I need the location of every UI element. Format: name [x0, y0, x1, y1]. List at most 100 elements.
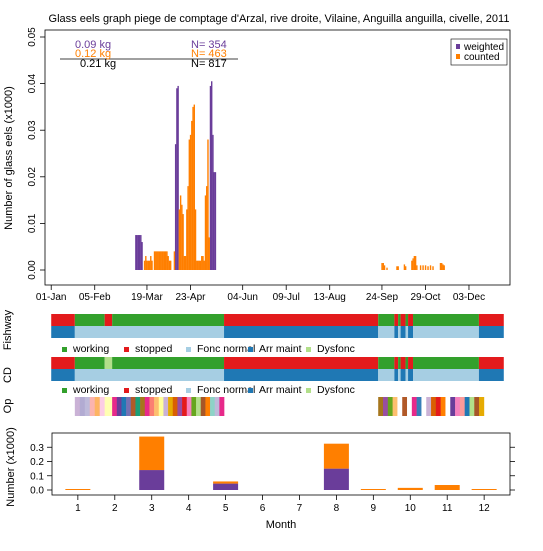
- monthly-bar-weighted: [139, 470, 165, 490]
- monthly-x-tick-label: 1: [75, 503, 81, 514]
- bar-counted: [148, 260, 151, 270]
- op-block: [210, 397, 216, 416]
- segment-stopped: [478, 357, 504, 369]
- bar-counted: [153, 251, 156, 270]
- bar-counted: [160, 251, 162, 270]
- monthly-y-tick-label: 0.2: [30, 457, 44, 468]
- bar-counted: [182, 214, 184, 270]
- bar-counted: [208, 237, 210, 270]
- op-block: [89, 397, 96, 416]
- bar-counted: [382, 263, 384, 270]
- bar-counted: [439, 263, 442, 270]
- legend-counted-label: counted: [464, 52, 500, 63]
- monthly-bar-weighted: [323, 468, 349, 490]
- op-block: [383, 397, 389, 416]
- main-y-tick-label: 0.03: [27, 120, 38, 140]
- monthly-x-tick-label: 4: [186, 503, 192, 514]
- status-legend-swatch-dysfonc: [306, 347, 311, 352]
- op-block: [205, 397, 211, 416]
- monthly-x-tick-label: 8: [334, 503, 340, 514]
- segment-fonc_normal: [378, 326, 395, 338]
- bar-counted: [187, 186, 189, 270]
- monthly-bar-counted: [213, 481, 239, 484]
- op-block: [112, 397, 118, 416]
- segment-working: [74, 357, 105, 369]
- bar-counted: [441, 263, 443, 270]
- bar-counted: [413, 256, 416, 270]
- main-x-tick-label: 03-Dec: [453, 292, 485, 303]
- bar-counted: [427, 266, 429, 270]
- op-timeline: [74, 397, 485, 416]
- segment-stopped: [394, 357, 399, 369]
- op-block: [397, 397, 403, 416]
- main-legend: [450, 38, 508, 66]
- bar-counted: [158, 251, 161, 270]
- main-x-tick-label: 09-Jul: [273, 292, 300, 303]
- op-block: [79, 397, 86, 416]
- segment-stopped: [394, 314, 399, 326]
- segment-working: [413, 357, 479, 369]
- monthly-bar-counted: [65, 489, 91, 490]
- fishway-status-legend: working stopped Fonc normal Arr maint Dysfon…: [62, 343, 355, 355]
- bar-counted: [404, 266, 407, 270]
- legend-counted-swatch: [456, 54, 460, 59]
- segment-stopped: [400, 357, 406, 369]
- op-block: [191, 397, 197, 416]
- op-block: [459, 397, 465, 416]
- main-x-tick-label: 13-Aug: [314, 292, 346, 303]
- monthly-x-tick-label: 3: [149, 503, 155, 514]
- segment-fonc_normal: [74, 326, 225, 338]
- op-block: [168, 397, 174, 416]
- main-y-tick-label: 0.00: [27, 260, 38, 280]
- main-y-tick-label: 0.05: [27, 27, 38, 47]
- segment-arr_maint: [51, 369, 75, 381]
- status-legend-swatch-stopped: [124, 347, 129, 352]
- status-legend-swatch-dysfonc: [306, 388, 311, 393]
- op-block: [474, 397, 480, 416]
- bar-counted: [155, 251, 157, 270]
- status-legend-swatch-arr_maint: [248, 388, 253, 393]
- cd-row-label: CD: [2, 367, 14, 383]
- op-block: [154, 397, 160, 416]
- segment-stopped: [51, 357, 75, 369]
- segment-arr_maint: [400, 326, 406, 338]
- segment-arr_maint: [224, 326, 379, 338]
- bar-counted: [181, 204, 183, 270]
- cd-timeline: [51, 357, 504, 381]
- bar-counted: [165, 251, 167, 270]
- op-block: [426, 397, 432, 416]
- monthly-bar-counted: [397, 487, 423, 490]
- op-block: [196, 397, 202, 416]
- bar-counted: [198, 260, 200, 270]
- y-axis-label: Number of glass eels (x1000): [3, 86, 15, 230]
- fishway-row-label: Fishway: [2, 309, 14, 350]
- bar-counted: [207, 139, 209, 270]
- op-block: [450, 397, 456, 416]
- bar-counted: [206, 186, 208, 270]
- segment-fonc_normal: [398, 369, 401, 381]
- legend-weighted-label: weighted: [463, 42, 504, 53]
- op-block: [416, 397, 422, 416]
- op-block: [411, 397, 417, 416]
- bar-counted: [169, 260, 172, 270]
- monthly-bar-weighted: [213, 483, 239, 490]
- bar-counted: [443, 265, 445, 270]
- segment-arr_maint: [408, 326, 414, 338]
- monthly-bar-counted: [471, 489, 497, 490]
- op-block: [116, 397, 122, 416]
- status-legend-label-dysfonc: Dysfonc: [317, 384, 355, 396]
- bar-counted: [396, 266, 398, 270]
- monthly-x-tick-label: 2: [112, 503, 118, 514]
- monthly-x-tick-label: 12: [479, 503, 491, 514]
- bar-counted: [424, 265, 427, 270]
- segment-working: [378, 314, 395, 326]
- op-block: [186, 397, 192, 416]
- summary-weighted-n: N= 354: [191, 39, 227, 51]
- segment-fonc_normal: [413, 369, 479, 381]
- bar-counted: [193, 104, 195, 270]
- op-block: [392, 397, 398, 416]
- segment-stopped: [478, 314, 504, 326]
- bar-counted: [189, 134, 192, 270]
